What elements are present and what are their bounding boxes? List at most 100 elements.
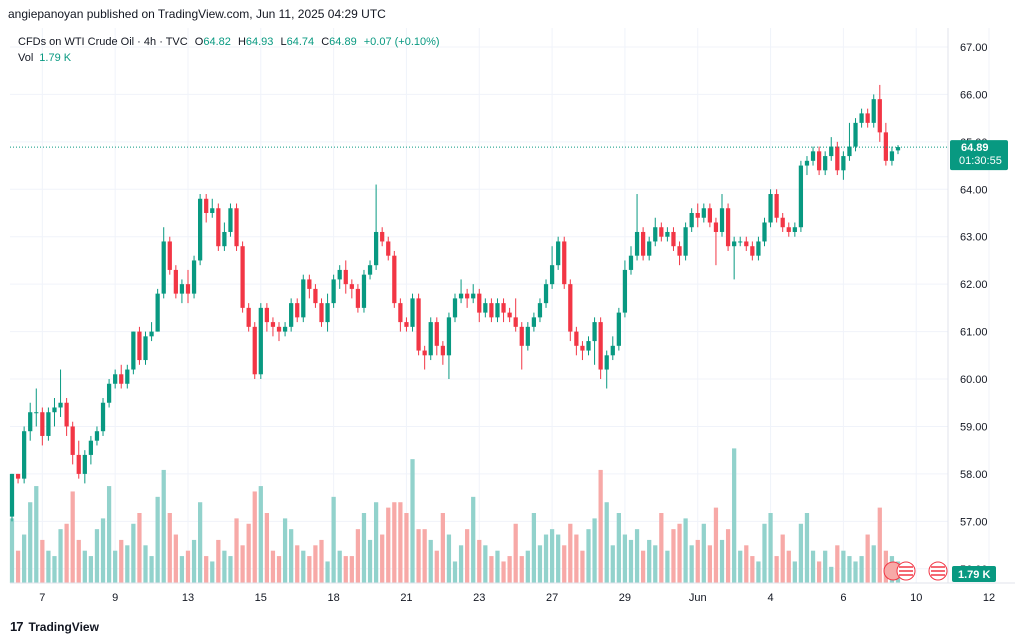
volume-bar (416, 529, 421, 583)
time-tick-label: 4 (767, 592, 773, 604)
tradingview-footer[interactable]: 17 TradingView (10, 619, 99, 634)
volume-bar (52, 556, 57, 583)
volume-bar (780, 534, 785, 583)
candle-body (768, 194, 773, 223)
volume-bar (507, 556, 512, 583)
volume-bar (22, 534, 27, 583)
candle-body (34, 412, 39, 414)
candle-body (683, 227, 688, 256)
time-axis[interactable]: 7 9 13 15 18 21 23 27 29 Jun 4 6 10 12 (39, 592, 995, 604)
high-label: H (237, 36, 246, 48)
candle-body (786, 227, 791, 232)
price-tick-label: 61.00 (960, 327, 988, 339)
candle-body (829, 146, 834, 157)
candle-body (744, 241, 749, 247)
tradingview-brand: TradingView (28, 619, 99, 634)
price-tick-label: 63.00 (960, 232, 988, 244)
open-label: O (194, 36, 204, 48)
volume-bar (380, 534, 385, 583)
candle-body (446, 317, 452, 356)
candle-body (343, 269, 348, 285)
price-tick-label: 64.00 (960, 184, 988, 196)
volume-bar (40, 539, 45, 583)
candle-body (100, 402, 106, 432)
close-value: 64.89 (329, 36, 357, 48)
volume-bar (525, 550, 530, 583)
volume-bar (610, 545, 615, 583)
volume-bar (549, 529, 555, 583)
volume-bar (282, 518, 288, 583)
volume-bar (319, 539, 324, 583)
price-axis[interactable]: 56.0057.0058.0059.0060.0061.0062.0063.00… (960, 42, 988, 576)
candle-body (386, 241, 391, 256)
volume-bar (556, 534, 561, 583)
time-tick-label: 10 (910, 592, 922, 604)
candle-body (823, 156, 828, 171)
volume-bar (677, 523, 682, 583)
volume-bar (810, 550, 816, 583)
candle-body (835, 146, 840, 171)
volume-bar (465, 529, 470, 583)
candle-body (367, 265, 373, 275)
volume-bar (859, 556, 864, 583)
candle-body (149, 331, 154, 337)
volume-bar (58, 529, 63, 583)
candle-body (422, 350, 427, 356)
volume-bar (483, 545, 488, 583)
volume-bar (829, 566, 834, 583)
volume-bar (774, 556, 779, 583)
volume-bar (707, 545, 713, 583)
candle-body (301, 279, 306, 318)
candle-body (210, 208, 215, 213)
candle-body (792, 227, 797, 232)
volume-bar (586, 529, 591, 583)
volume-bar (276, 556, 282, 583)
price-tag: 64.89 01:30:55 (950, 140, 1008, 171)
candle-body (179, 284, 185, 294)
candle-body (88, 440, 94, 455)
volume-bar (665, 550, 670, 583)
volume-bar (64, 523, 69, 583)
candle-body (810, 151, 816, 161)
candle-body (647, 241, 652, 256)
candle-body (543, 284, 549, 304)
candle-body (119, 374, 124, 384)
candle-body (859, 113, 864, 123)
volume-bar (762, 523, 767, 583)
candle-body (282, 326, 288, 332)
price-tick-label: 59.00 (960, 421, 988, 433)
candle-body (173, 269, 178, 294)
volume-bar (792, 561, 797, 583)
volume-bar (295, 545, 300, 583)
volume-bar (313, 545, 318, 583)
candle-body (634, 231, 640, 256)
volume-bar (252, 491, 257, 583)
time-tick-label: 6 (840, 592, 846, 604)
volume-bar (428, 539, 433, 583)
candle-body (598, 322, 603, 370)
volume-bar (495, 550, 500, 583)
time-tick-label: 15 (255, 592, 267, 604)
volume-bar (871, 545, 876, 583)
candle-body (568, 284, 573, 332)
candle-body (404, 322, 409, 327)
candle-body (452, 298, 458, 318)
volume-bar (88, 556, 94, 583)
volume-bar (270, 550, 276, 583)
event-icons[interactable] (883, 561, 948, 581)
candle-body (222, 231, 227, 247)
candle-body (307, 279, 312, 289)
candle-body (185, 284, 191, 294)
candle-body (392, 255, 397, 304)
price-tag-price: 64.89 (961, 142, 989, 154)
volume-tag-text: 1.79 K (958, 569, 990, 581)
candle-body (713, 222, 719, 232)
candle-body (58, 402, 63, 408)
candle-body (143, 336, 148, 361)
volume-bar (258, 486, 263, 583)
price-tag-countdown: 01:30:55 (959, 155, 1002, 167)
candle-body (519, 326, 524, 346)
symbol-name[interactable]: CFDs on WTI Crude Oil · 4h · TVC (18, 36, 188, 48)
volume-bar (9, 518, 15, 583)
